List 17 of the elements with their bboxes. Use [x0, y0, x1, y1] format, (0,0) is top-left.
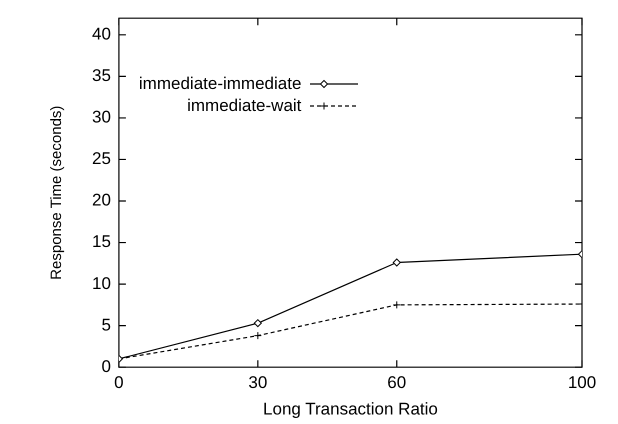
x-tick-label: 0: [114, 373, 124, 392]
y-tick-label: 10: [92, 274, 111, 293]
y-tick-label: 0: [101, 356, 111, 376]
x-tick-label: 30: [248, 373, 268, 392]
y-tick-label: 25: [92, 149, 111, 168]
x-tick-label: 100: [568, 373, 596, 392]
x-axis-title: Long Transaction Ratio: [263, 399, 438, 418]
y-tick-label: 15: [92, 232, 111, 252]
y-tick-label: 20: [92, 190, 111, 210]
y-tick-label: 35: [92, 66, 111, 86]
x-tick-label: 60: [387, 373, 406, 392]
legend-label: immediate-wait: [187, 96, 302, 116]
y-tick-label: 5: [101, 315, 111, 334]
y-tick-label: 40: [92, 24, 111, 44]
y-axis-title: Response Time (seconds): [48, 106, 66, 280]
legend-label: immediate-immediate: [138, 74, 302, 94]
y-tick-label: 30: [92, 108, 111, 127]
